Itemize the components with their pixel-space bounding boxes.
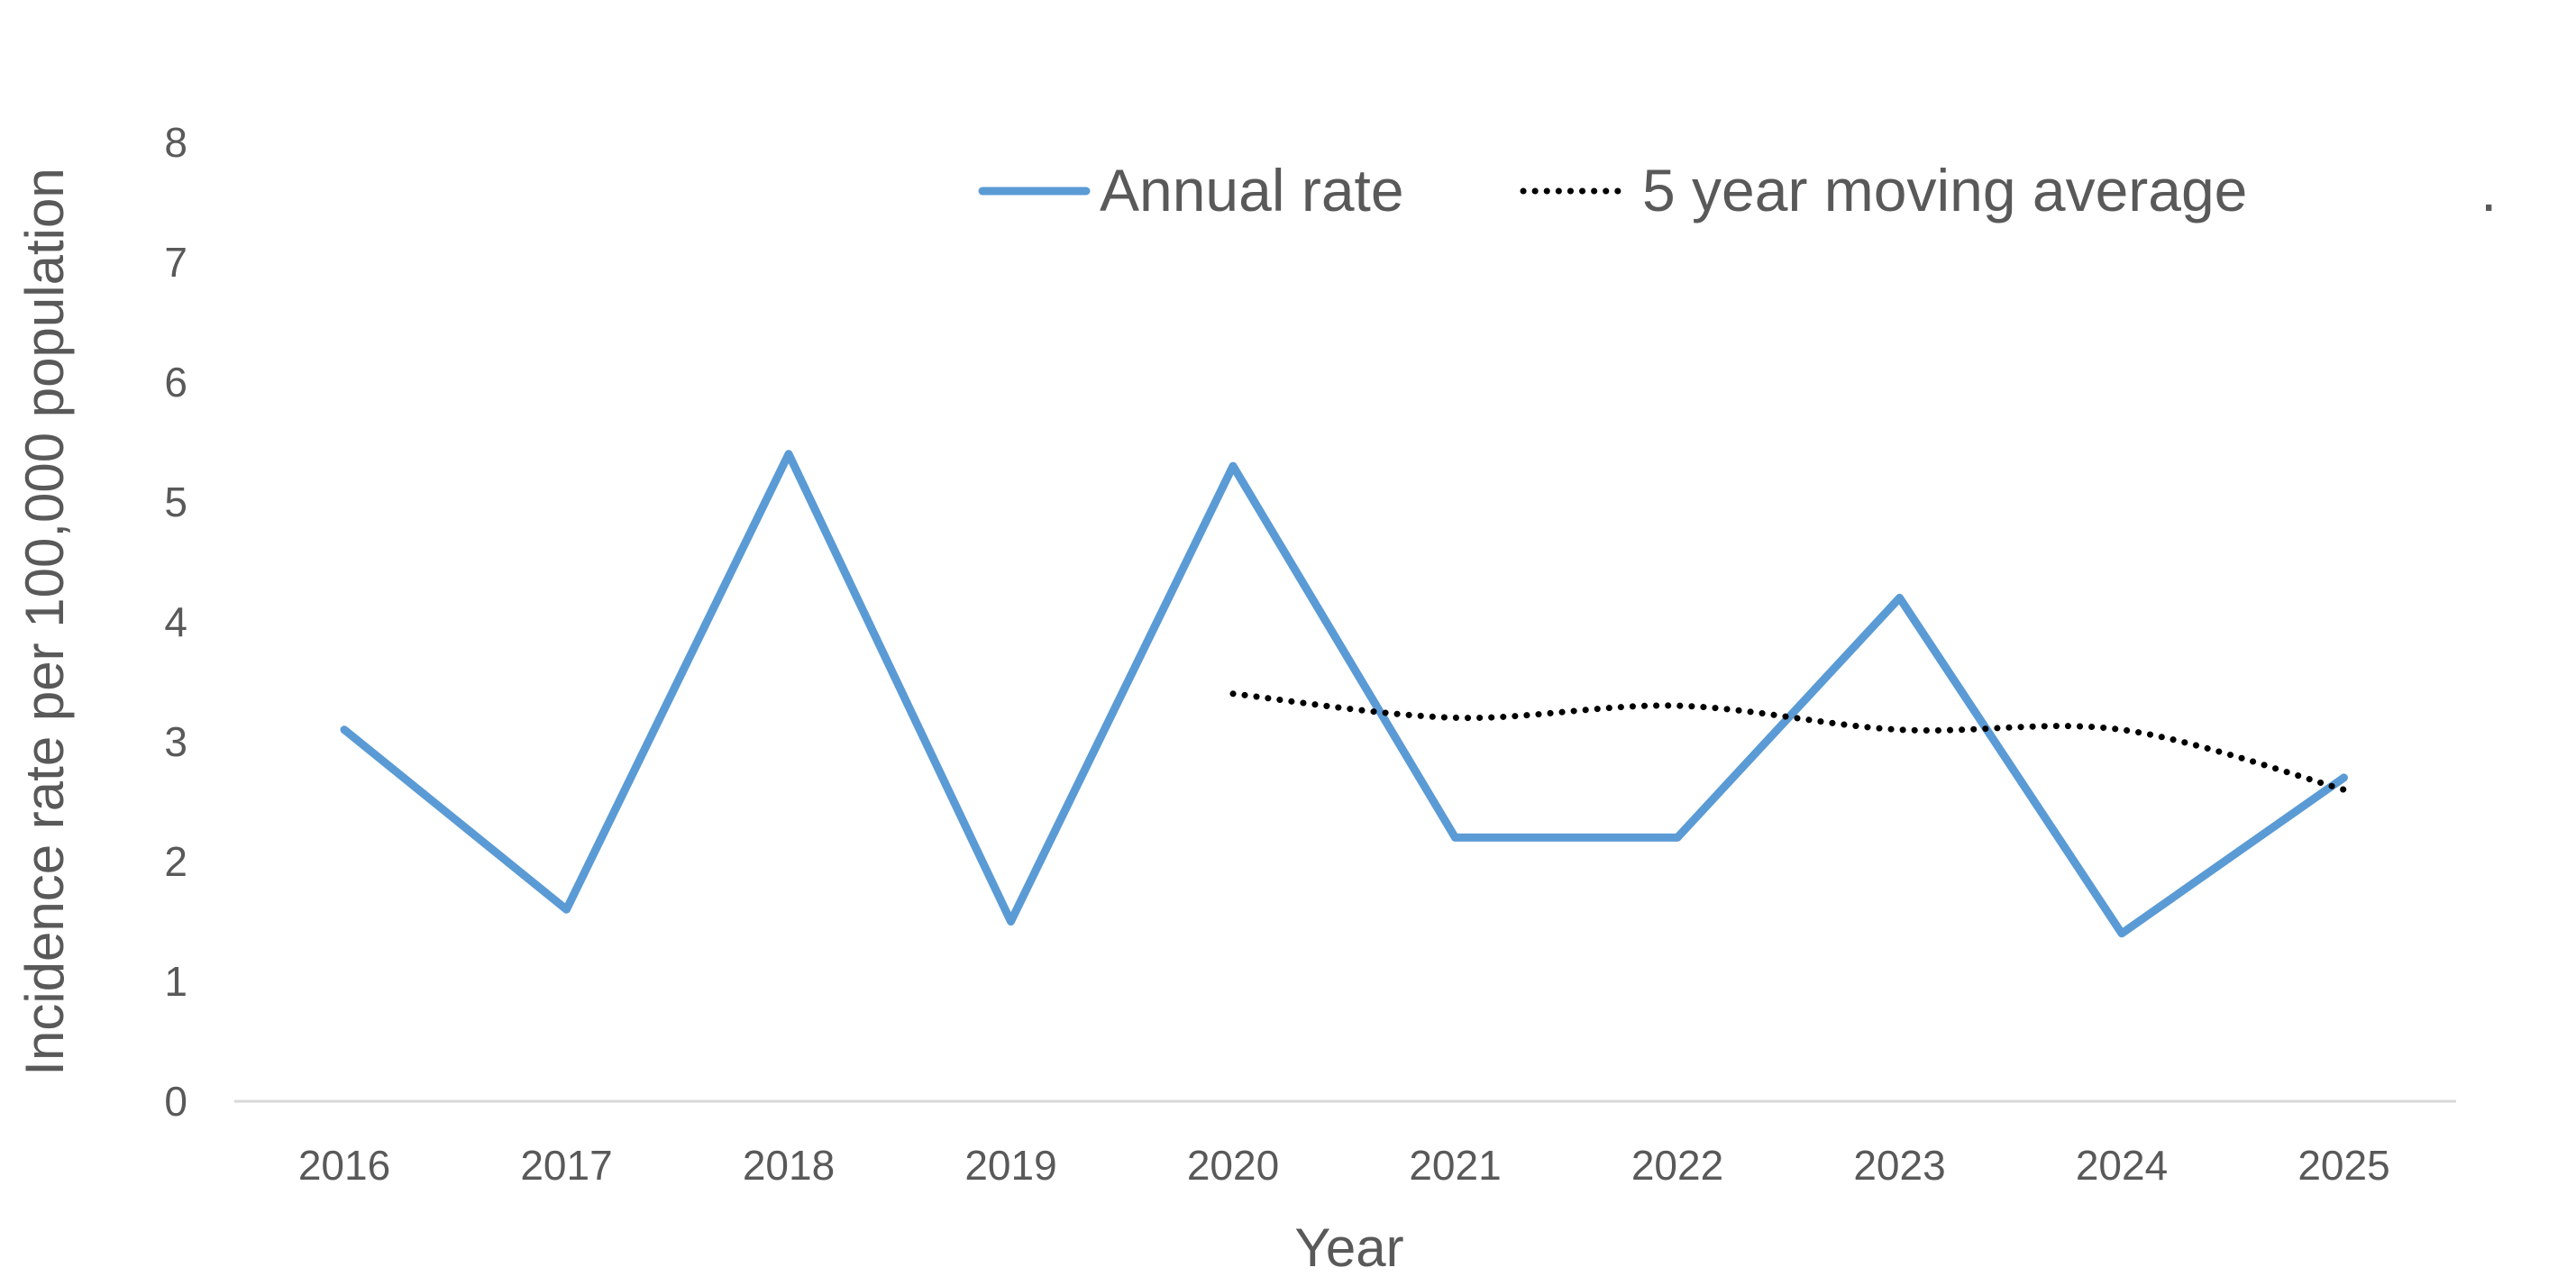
y-tick-label: 4 (164, 598, 187, 645)
x-tick-label: 2016 (298, 1142, 390, 1189)
x-tick-label: 2019 (964, 1142, 1056, 1189)
y-axis-tick-labels: 0 1 2 3 4 5 6 7 8 (164, 119, 187, 1125)
y-tick-label: 0 (164, 1078, 187, 1125)
x-tick-label: 2023 (1853, 1142, 1945, 1189)
x-tick-label: 2021 (1409, 1142, 1501, 1189)
x-tick-label: 2022 (1631, 1142, 1723, 1189)
y-tick-label: 8 (164, 119, 187, 166)
x-axis-tick-labels: 2016 2017 2018 2019 2020 2021 2022 2023 2024 2025 (298, 1142, 2390, 1189)
legend-label-annual-rate: Annual rate (1100, 157, 1404, 223)
y-tick-label: 3 (164, 718, 187, 765)
x-tick-label: 2018 (743, 1142, 835, 1189)
x-axis-title: Year (1294, 1218, 1403, 1278)
legend-trailing-mark: . (2480, 157, 2497, 223)
y-axis-title: Incidence rate per 100,000 population (14, 168, 75, 1075)
series-layer (340, 450, 2348, 938)
x-tick-label: 2025 (2297, 1142, 2389, 1189)
x-tick-label: 2017 (520, 1142, 612, 1189)
legend-label-moving-average: 5 year moving average (1642, 157, 2247, 223)
series-line-annual-rate (340, 450, 2348, 938)
y-tick-label: 2 (164, 838, 187, 885)
y-tick-label: 1 (164, 958, 187, 1005)
legend: Annual rate 5 year moving average . (978, 157, 2497, 223)
series-line-moving-average (1229, 690, 2347, 793)
y-tick-label: 6 (164, 359, 187, 406)
y-tick-label: 5 (164, 479, 187, 525)
x-tick-label: 2024 (2076, 1142, 2168, 1189)
x-tick-label: 2020 (1187, 1142, 1279, 1189)
y-tick-label: 7 (164, 239, 187, 286)
